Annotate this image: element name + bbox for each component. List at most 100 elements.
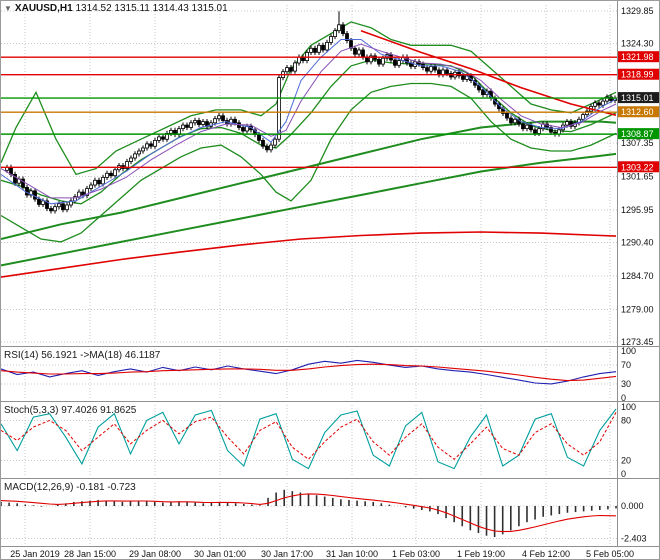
candle [261,139,265,147]
time-axis: 25 Jan 2019 28 Jan 15:00 29 Jan 08:00 30 Ja… [10,549,634,559]
candle [257,134,261,141]
symbol-timeframe-label: XAUUSD,H1 [14,3,73,14]
svg-text:1303.22: 1303.22 [621,162,654,172]
macd-tick-label: -2.403 [621,533,647,543]
candle [269,144,273,151]
price-tick-label: 1324.30 [621,39,654,49]
candle [329,36,333,43]
candle [137,150,141,155]
price-tick-label: 1301.65 [621,172,654,182]
level-price-label [618,68,659,80]
ohlc-readout: 1314.52 1315.11 1314.43 1315.01 [75,3,228,14]
candle [337,24,341,32]
candle [505,113,509,119]
candle [37,198,41,205]
level-price-label [618,106,659,118]
candle [109,172,113,177]
price-axis: 1329.85 1324.30 1307.35 1301.65 1295.95 1290.… [621,6,654,347]
candle [353,47,357,55]
candle [345,33,349,41]
time-axis-label: 30 Jan 17:00 [261,549,313,559]
candle [201,121,205,125]
bid-price-label [618,92,659,104]
price-tick-label: 1329.85 [621,6,654,16]
candle [13,173,17,184]
time-axis-label: 28 Jan 15:00 [64,549,116,559]
candle [317,44,321,53]
svg-text:1308.87: 1308.87 [621,129,654,139]
candle [29,190,33,196]
price-tick-label: 1273.45 [621,337,654,347]
candle [69,200,73,206]
stoch-tick-label: 80 [621,415,631,425]
macd-panel: 0.000 -2.403 [1,489,647,543]
candle [381,57,385,65]
price-tick-label: 1279.00 [621,304,654,314]
candle [565,121,569,126]
price-levels: 1321.98 1318.99 1312.60 1308.87 1303.22 1315.… [1,51,659,173]
price-tick-label: 1284.70 [621,271,654,281]
candle [569,121,573,127]
grid [1,5,617,544]
candle [273,138,277,146]
candle [21,178,25,188]
candle [357,49,361,55]
candle [481,89,485,96]
candle [221,115,225,121]
candle [533,129,537,134]
candle [525,124,529,129]
candle [537,128,541,134]
candle [581,114,585,120]
candle [33,190,37,200]
candle [601,100,605,106]
candle [45,200,49,209]
candle [313,47,317,53]
candle [445,69,449,74]
candle [101,176,105,185]
candle [41,200,45,205]
level-price-label [618,51,659,63]
candle [529,124,533,131]
candle [289,67,293,72]
candle [509,117,513,124]
time-axis-label: 1 Feb 19:00 [457,549,505,559]
candle [61,203,65,211]
candle [141,147,145,152]
level-price-label [618,128,659,140]
overlay-lines-back [1,21,617,278]
candle [113,169,117,177]
candle [169,129,173,134]
time-axis-label: 1 Feb 03:00 [392,549,440,559]
candle [153,139,157,147]
candle [217,115,221,120]
candle [73,196,77,202]
panel-separators [1,1,659,547]
candle [521,123,525,130]
candle [157,136,161,141]
candle [129,157,133,162]
stoch-tick-label: 20 [621,456,631,466]
candle [181,124,185,129]
rsi-indicator-label: RSI(14) 56.1921 ->MA(18) 46.1187 [4,350,161,361]
candle [241,127,245,132]
price-tick-label: 1290.40 [621,238,654,248]
stoch-tick-label: 0 [621,469,626,479]
candle [165,132,169,140]
candle [441,69,445,76]
candle [57,203,61,208]
candle [461,75,465,80]
candle [105,172,109,178]
candle [297,56,301,64]
rsi-tick-label: 70 [621,360,631,370]
time-axis-label: 29 Jan 08:00 [129,549,181,559]
candle [597,102,601,106]
candle [133,153,137,159]
svg-text:1312.60: 1312.60 [621,107,654,117]
candle [161,136,165,140]
candle [425,67,429,72]
collapse-indicator-icon[interactable]: ▼ [4,4,12,13]
candle [593,102,597,107]
candle [321,44,325,51]
